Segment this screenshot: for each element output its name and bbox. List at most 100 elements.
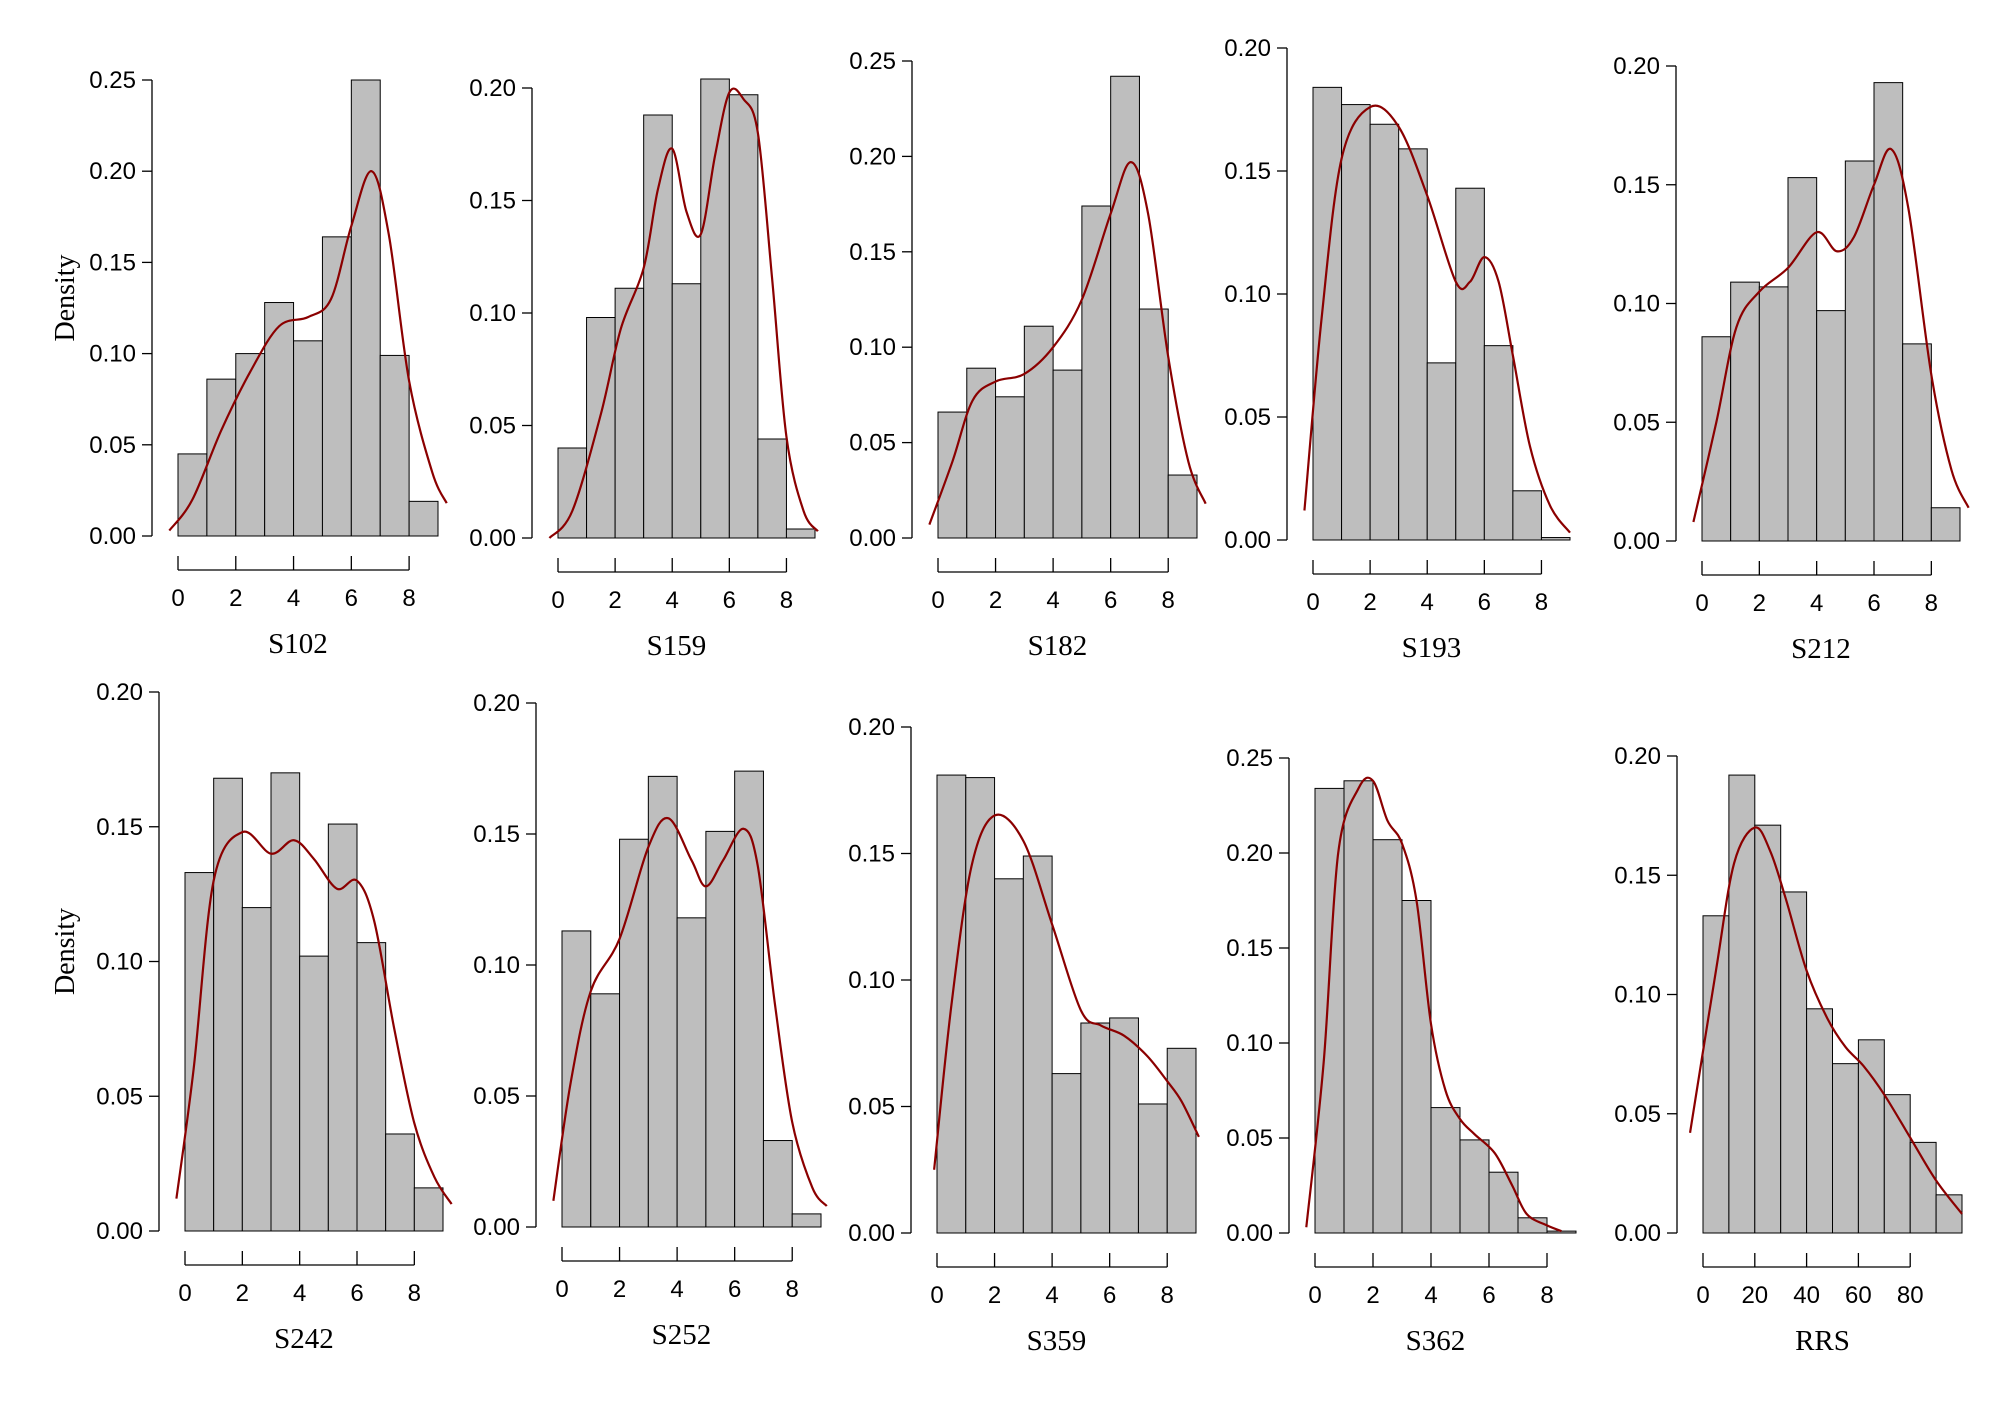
x-tick-label: 6 [350,1280,363,1307]
histogram-bar [1857,1039,1885,1234]
bars [557,78,816,539]
x-tick-label: 0 [178,1280,191,1307]
x-axis-label: S252 [652,1319,712,1351]
y-tick-label: 0.20 [96,679,143,706]
y-tick-label: 0.20 [848,714,895,741]
histogram-bar [1702,915,1730,1234]
histogram-bar [408,500,439,537]
y-tick-label: 0.10 [89,341,136,368]
x-tick-label: 2 [1363,589,1376,616]
x-tick-label: 4 [666,587,679,614]
y-tick-label: 0.15 [89,249,136,276]
y-tick-label: 0.00 [1224,527,1271,554]
x-axis: 0 2 4 6 8 [555,1247,799,1303]
density-curve [933,813,1200,1170]
y-tick-label: 0.20 [1614,743,1661,770]
bars [1701,82,1961,542]
histogram-bar [241,907,272,1232]
x-axis-label: RRS [1795,1325,1850,1357]
y-tick-label: 0.00 [469,525,516,552]
histogram-bar [206,378,237,537]
x-tick-label: 8 [780,587,793,614]
x-axis-label: S193 [1402,632,1462,664]
y-axis-label: Density [50,254,81,341]
bars [561,770,822,1228]
x-tick-label: 0 [931,587,944,614]
histogram-bar [1314,787,1345,1234]
x-tick-label: 4 [1045,1282,1058,1309]
x-tick-label: 4 [1424,1282,1437,1309]
density-curve [1688,826,1963,1215]
density-curve [175,830,453,1205]
histogram-bar [705,830,736,1228]
histogram-bar [1401,900,1432,1234]
x-tick-label: 2 [613,1276,626,1303]
y-axis: 0.00 0.05 0.10 0.15 0.20 0.25 [849,48,913,552]
histogram-bar [184,872,215,1232]
panel-s159: 0.00 0.05 0.10 0.15 0.20 0 2 4 6 8 S159 [469,75,819,662]
histogram-bar [762,1140,793,1228]
histogram-bar [1488,1171,1519,1234]
y-axis: 0.00 0.05 0.10 0.15 0.20 [473,690,537,1241]
histogram-bar [785,528,816,539]
x-axis-label: S159 [647,630,707,662]
x-axis-label: S102 [268,628,328,660]
x-tick-label: 0 [1695,590,1708,617]
x-tick-label: 4 [293,1280,306,1307]
histogram-bar [293,340,323,537]
histogram-bar [1022,855,1053,1234]
x-tick-label: 2 [988,1282,1001,1309]
histogram-bar [791,1213,822,1228]
panel-s252: 0.00 0.05 0.10 0.15 0.20 0 2 4 6 8 S252 [473,690,828,1351]
y-tick-label: 0.25 [89,67,136,94]
histogram-bar [1873,82,1904,542]
bars [177,79,439,537]
histogram-bar [590,993,621,1228]
y-tick-label: 0.20 [1224,35,1271,62]
y-axis: 0.00 0.05 0.10 0.15 0.20 [848,714,912,1247]
y-tick-label: 0.10 [96,949,143,976]
panel-s182: 0.00 0.05 0.10 0.15 0.20 0.25 0 2 4 6 8 S182 [849,48,1207,662]
y-tick-label: 0.00 [473,1214,520,1241]
x-tick-label: 2 [1753,590,1766,617]
x-tick-label: 0 [555,1276,568,1303]
y-tick-label: 0.25 [1226,745,1273,772]
histogram-bar [1832,1063,1859,1234]
x-axis-label: S362 [1406,1325,1466,1357]
x-tick-label: 4 [1046,587,1059,614]
histogram-bar [1426,362,1457,541]
x-tick-label: 4 [1810,590,1823,617]
y-tick-label: 0.20 [469,75,516,102]
x-tick-label: 6 [723,587,736,614]
bars [1312,86,1571,541]
x-axis: 0 2 4 6 8 [1695,561,1938,617]
histogram-bar [643,114,673,539]
panel-rrs: 0.00 0.05 0.10 0.15 0.20 0 20 40 60 80 RRS [1614,743,1963,1357]
y-tick-label: 0.05 [1224,404,1271,431]
y-tick-label: 0.10 [1226,1030,1273,1057]
x-tick-label: 2 [608,587,621,614]
y-tick-label: 0.05 [89,432,136,459]
histogram-bar [1052,369,1083,539]
x-axis: 0 2 4 6 8 [178,1251,421,1307]
panel-s102: 0.00 0.05 0.10 0.15 0.20 0.25 0 2 4 6 8 S102 Density [50,67,448,660]
density-curve [168,170,448,532]
x-tick-label: 8 [1540,1282,1553,1309]
x-tick-label: 8 [1925,590,1938,617]
bars [937,75,1198,539]
y-tick-label: 0.20 [89,158,136,185]
x-axis: 0 2 4 6 8 [171,556,416,612]
bars [936,774,1197,1234]
histogram-bar [757,438,787,539]
histogram-bar [1540,537,1571,541]
y-axis: 0.00 0.05 0.10 0.15 0.20 [1224,35,1288,554]
y-tick-label: 0.10 [849,334,896,361]
panel-s242: 0.00 0.05 0.10 0.15 0.20 0 2 4 6 8 S242 Density [50,679,453,1355]
histogram-bar [299,955,329,1232]
histogram-bar [1844,160,1875,542]
histogram-bar [1754,824,1782,1234]
y-tick-label: 0.10 [469,300,516,327]
y-tick-label: 0.20 [1613,53,1660,80]
histogram-bar [614,287,645,539]
